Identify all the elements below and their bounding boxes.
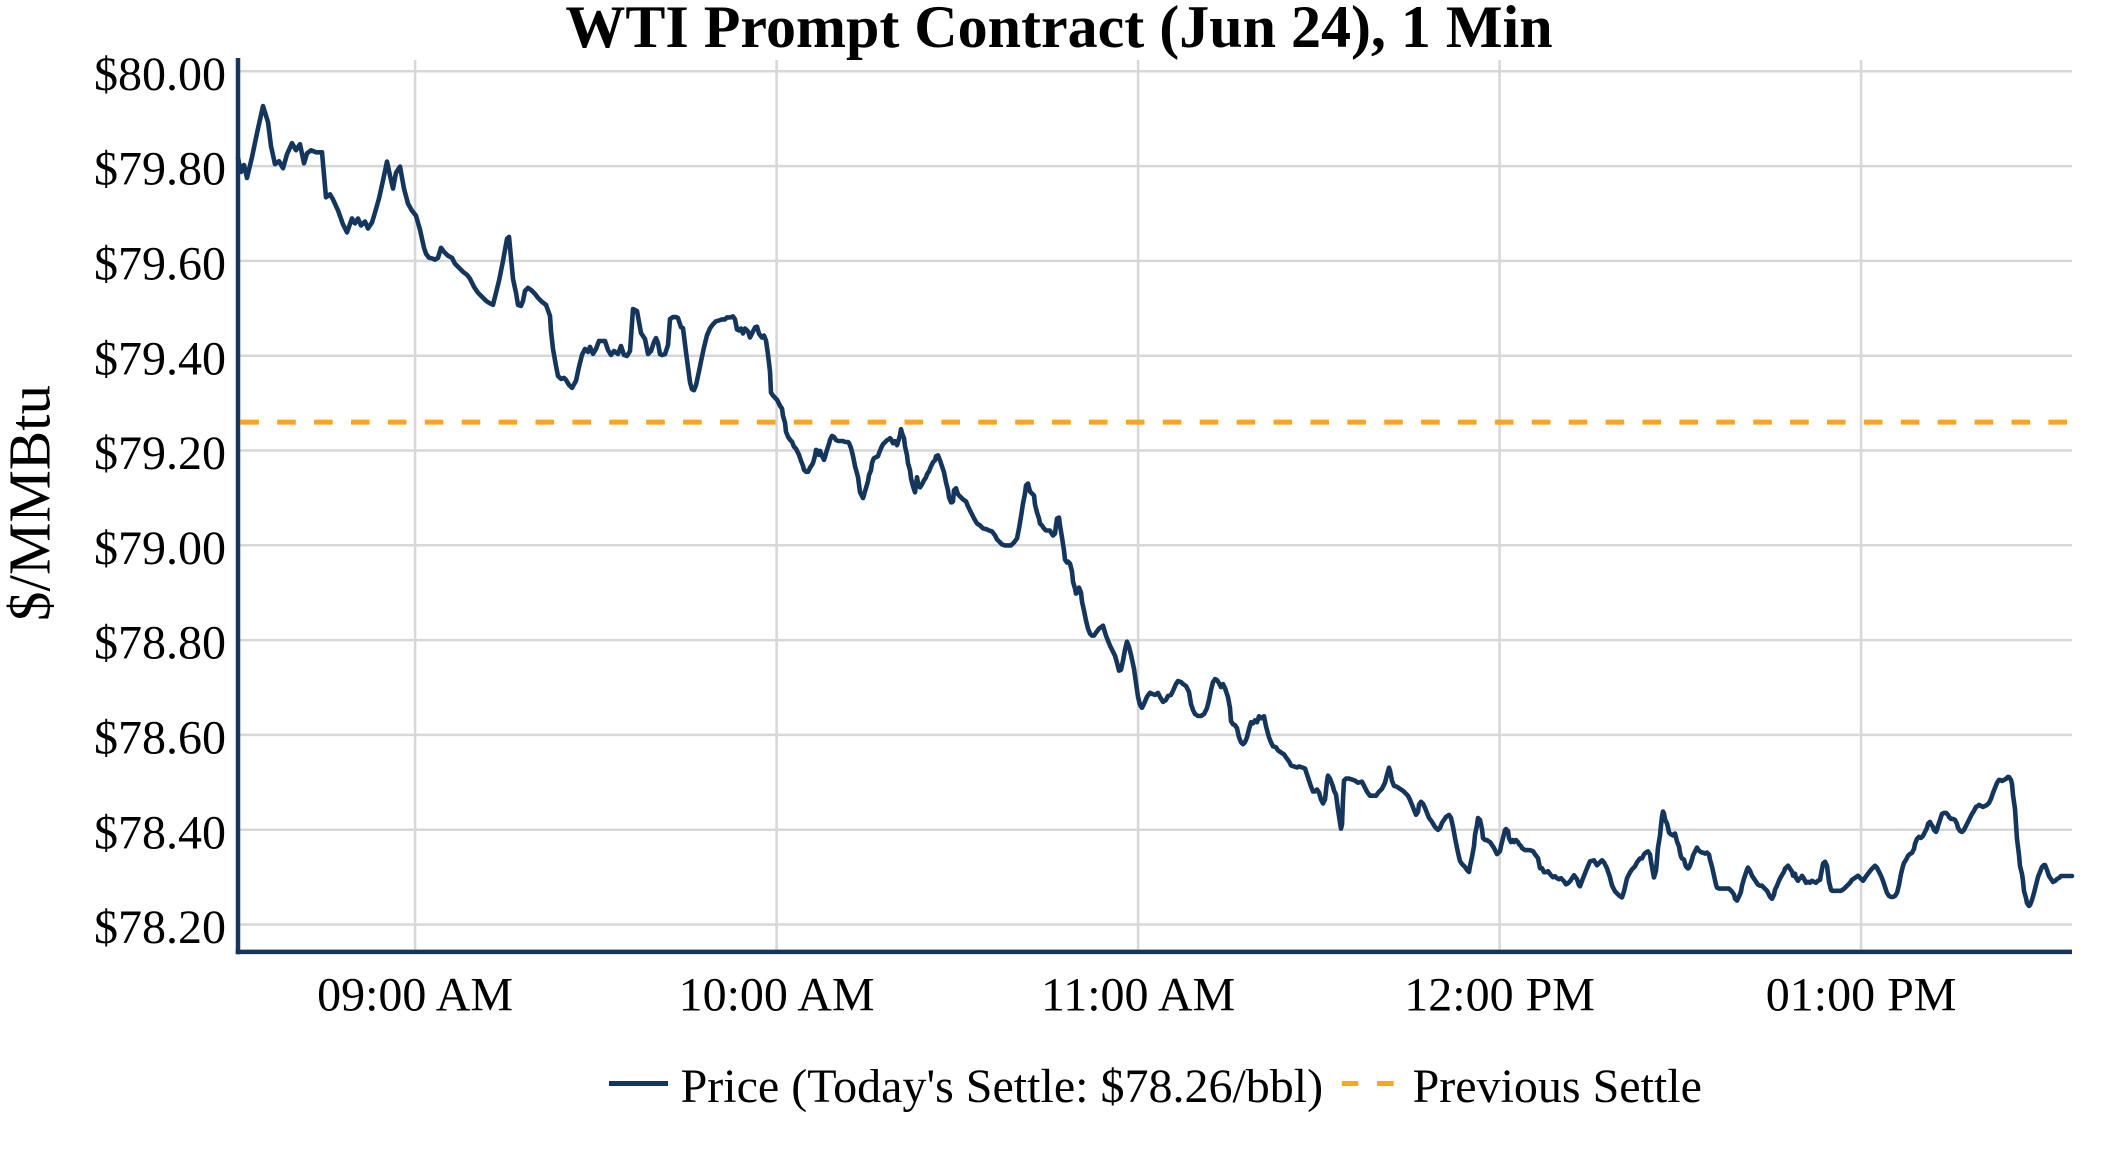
svg-text:01:00 PM: 01:00 PM [1766, 969, 1957, 1022]
svg-text:$79.20: $79.20 [94, 427, 226, 480]
svg-text:$78.20: $78.20 [94, 901, 226, 954]
svg-text:$79.60: $79.60 [94, 238, 226, 291]
svg-text:$78.40: $78.40 [94, 806, 226, 859]
svg-text:WTI Prompt Contract (Jun 24),: WTI Prompt Contract (Jun 24), 1 Min [565, 0, 1552, 60]
svg-text:$78.80: $78.80 [94, 617, 226, 670]
svg-text:$80.00: $80.00 [94, 48, 226, 101]
svg-text:$/MMBtu: $/MMBtu [0, 385, 63, 621]
svg-text:12:00 PM: 12:00 PM [1404, 969, 1595, 1022]
svg-text:09:00 AM: 09:00 AM [317, 969, 513, 1022]
svg-text:$79.80: $79.80 [94, 143, 226, 196]
svg-text:$79.40: $79.40 [94, 332, 226, 385]
svg-text:Price (Today's Settle: $78.26/: Price (Today's Settle: $78.26/bbl) [681, 1060, 1324, 1113]
svg-text:Previous Settle: Previous Settle [1413, 1060, 1702, 1113]
svg-text:$79.00: $79.00 [94, 522, 226, 575]
svg-text:$78.60: $78.60 [94, 712, 226, 765]
svg-text:11:00 AM: 11:00 AM [1041, 969, 1235, 1022]
svg-text:10:00 AM: 10:00 AM [679, 969, 875, 1022]
